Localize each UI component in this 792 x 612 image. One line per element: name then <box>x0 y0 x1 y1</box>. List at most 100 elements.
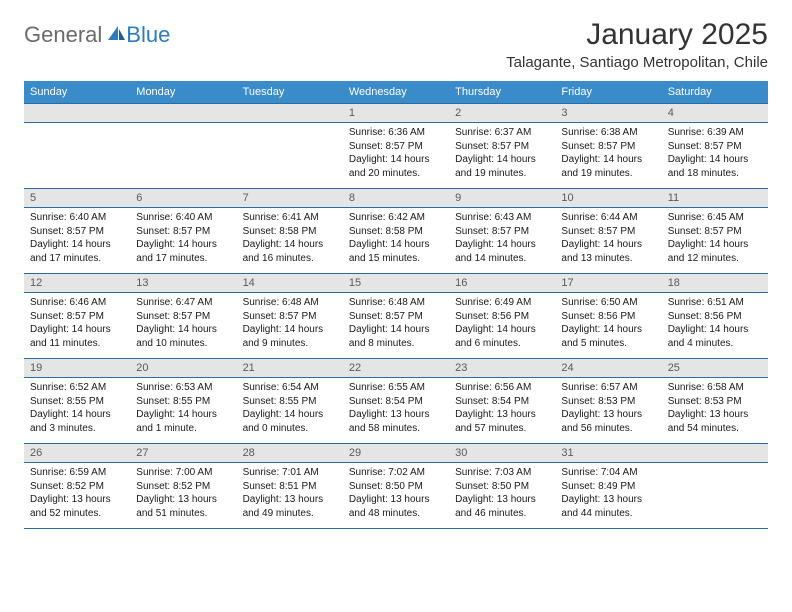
day-number: 4 <box>662 104 768 122</box>
day-line: Daylight: 14 hours <box>243 238 337 252</box>
day-number: 24 <box>555 359 661 377</box>
day-line: Sunset: 8:57 PM <box>136 225 230 239</box>
day-line: Sunrise: 7:04 AM <box>561 466 655 480</box>
day-line: Sunset: 8:58 PM <box>349 225 443 239</box>
day-line: Sunset: 8:55 PM <box>243 395 337 409</box>
weekday-header: Sunday <box>24 81 130 104</box>
day-line: Sunset: 8:57 PM <box>349 310 443 324</box>
day-line: Sunrise: 7:03 AM <box>455 466 549 480</box>
day-line: and 19 minutes. <box>561 167 655 181</box>
day-line: Sunrise: 6:57 AM <box>561 381 655 395</box>
daynum-row: 12131415161718 <box>24 274 768 293</box>
day-line: Sunrise: 6:56 AM <box>455 381 549 395</box>
day-line: Daylight: 13 hours <box>349 493 443 507</box>
day-line: and 10 minutes. <box>136 337 230 351</box>
day-line: Sunset: 8:56 PM <box>455 310 549 324</box>
day-line: Sunrise: 6:48 AM <box>349 296 443 310</box>
day-line: Sunset: 8:52 PM <box>136 480 230 494</box>
sail-icon <box>106 24 126 47</box>
day-line: Daylight: 13 hours <box>349 408 443 422</box>
day-line: and 18 minutes. <box>668 167 762 181</box>
day-line: Daylight: 14 hours <box>561 238 655 252</box>
day-line: and 46 minutes. <box>455 507 549 521</box>
day-number: 7 <box>237 189 343 207</box>
daynum-row: 19202122232425 <box>24 359 768 378</box>
day-line: Daylight: 13 hours <box>30 493 124 507</box>
day-line: Daylight: 13 hours <box>243 493 337 507</box>
day-line: Daylight: 13 hours <box>561 493 655 507</box>
day-line: Sunrise: 6:36 AM <box>349 126 443 140</box>
day-line: and 51 minutes. <box>136 507 230 521</box>
day-content: Sunrise: 7:01 AMSunset: 8:51 PMDaylight:… <box>237 463 343 528</box>
day-number: 11 <box>662 189 768 207</box>
day-line: Daylight: 14 hours <box>136 238 230 252</box>
day-line: Sunrise: 7:00 AM <box>136 466 230 480</box>
day-line: Daylight: 14 hours <box>455 153 549 167</box>
content-row: Sunrise: 6:46 AMSunset: 8:57 PMDaylight:… <box>24 293 768 359</box>
day-line: Sunset: 8:57 PM <box>30 310 124 324</box>
day-line: Sunset: 8:57 PM <box>455 140 549 154</box>
day-number <box>130 104 236 110</box>
day-content: Sunrise: 6:43 AMSunset: 8:57 PMDaylight:… <box>449 208 555 273</box>
day-content: Sunrise: 6:44 AMSunset: 8:57 PMDaylight:… <box>555 208 661 273</box>
content-row: Sunrise: 6:36 AM Sunset: 8:57 PMDaylight:… <box>24 123 768 189</box>
day-line: and 3 minutes. <box>30 422 124 436</box>
day-content: Sunrise: 7:02 AMSunset: 8:50 PMDaylight:… <box>343 463 449 528</box>
day-line: Sunset: 8:56 PM <box>561 310 655 324</box>
day-line: Sunset: 8:53 PM <box>561 395 655 409</box>
calendar-page: General Blue January 2025 Talagante, San… <box>0 0 792 547</box>
day-line: Sunset: 8:57 PM <box>30 225 124 239</box>
day-line: Daylight: 14 hours <box>243 323 337 337</box>
day-line: and 52 minutes. <box>30 507 124 521</box>
day-content: Sunrise: 6:56 AMSunset: 8:54 PMDaylight:… <box>449 378 555 443</box>
day-line: Sunset: 8:56 PM <box>668 310 762 324</box>
day-content <box>237 123 343 181</box>
day-line: Sunset: 8:55 PM <box>136 395 230 409</box>
day-line: and 19 minutes. <box>455 167 549 181</box>
day-line: and 54 minutes. <box>668 422 762 436</box>
day-line: Sunrise: 6:51 AM <box>668 296 762 310</box>
day-line: Sunrise: 7:02 AM <box>349 466 443 480</box>
day-content: Sunrise: 6:53 AMSunset: 8:55 PMDaylight:… <box>130 378 236 443</box>
day-line: Daylight: 14 hours <box>136 408 230 422</box>
day-line: Sunset: 8:54 PM <box>455 395 549 409</box>
day-line: Sunset: 8:57 PM <box>668 225 762 239</box>
day-line: Daylight: 14 hours <box>561 323 655 337</box>
day-content: Sunrise: 6:38 AMSunset: 8:57 PMDaylight:… <box>555 123 661 188</box>
day-line: Sunset: 8:53 PM <box>668 395 762 409</box>
day-line: Daylight: 13 hours <box>455 493 549 507</box>
daynum-row: 1234 <box>24 104 768 123</box>
day-content: Sunrise: 6:48 AMSunset: 8:57 PMDaylight:… <box>343 293 449 358</box>
day-line: Sunrise: 6:37 AM <box>455 126 549 140</box>
day-line: Sunrise: 6:49 AM <box>455 296 549 310</box>
day-line: Sunrise: 6:43 AM <box>455 211 549 225</box>
day-line: Sunrise: 6:54 AM <box>243 381 337 395</box>
day-number: 23 <box>449 359 555 377</box>
day-content: Sunrise: 6:57 AMSunset: 8:53 PMDaylight:… <box>555 378 661 443</box>
month-title: January 2025 <box>506 18 768 52</box>
day-content <box>24 123 130 181</box>
day-line: Sunset: 8:50 PM <box>455 480 549 494</box>
day-line: and 48 minutes. <box>349 507 443 521</box>
day-number: 29 <box>343 444 449 462</box>
day-number: 3 <box>555 104 661 122</box>
day-line: Daylight: 14 hours <box>243 408 337 422</box>
day-content: Sunrise: 7:00 AMSunset: 8:52 PMDaylight:… <box>130 463 236 528</box>
day-content: Sunrise: 6:51 AMSunset: 8:56 PMDaylight:… <box>662 293 768 358</box>
weekday-header: Tuesday <box>237 81 343 104</box>
day-line: and 56 minutes. <box>561 422 655 436</box>
day-line: Sunset: 8:58 PM <box>243 225 337 239</box>
day-number: 12 <box>24 274 130 292</box>
day-line: Sunrise: 6:59 AM <box>30 466 124 480</box>
day-line: Daylight: 14 hours <box>30 323 124 337</box>
day-line: Sunrise: 6:41 AM <box>243 211 337 225</box>
day-content: Sunrise: 7:03 AMSunset: 8:50 PMDaylight:… <box>449 463 555 528</box>
day-line: Daylight: 14 hours <box>349 323 443 337</box>
day-line: and 58 minutes. <box>349 422 443 436</box>
day-line: and 13 minutes. <box>561 252 655 266</box>
day-line: and 15 minutes. <box>349 252 443 266</box>
day-content: Sunrise: 6:50 AMSunset: 8:56 PMDaylight:… <box>555 293 661 358</box>
day-line: and 16 minutes. <box>243 252 337 266</box>
day-line: Daylight: 14 hours <box>30 408 124 422</box>
day-number <box>24 104 130 110</box>
